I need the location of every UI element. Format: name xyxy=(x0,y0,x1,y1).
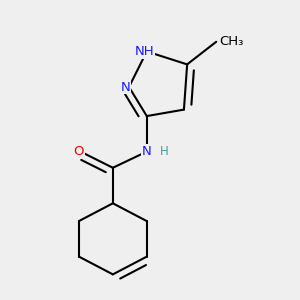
Text: H: H xyxy=(160,145,169,158)
Text: O: O xyxy=(74,145,84,158)
Text: N: N xyxy=(142,145,152,158)
Text: N: N xyxy=(121,80,130,94)
Text: NH: NH xyxy=(134,45,154,58)
Text: CH₃: CH₃ xyxy=(220,35,244,48)
